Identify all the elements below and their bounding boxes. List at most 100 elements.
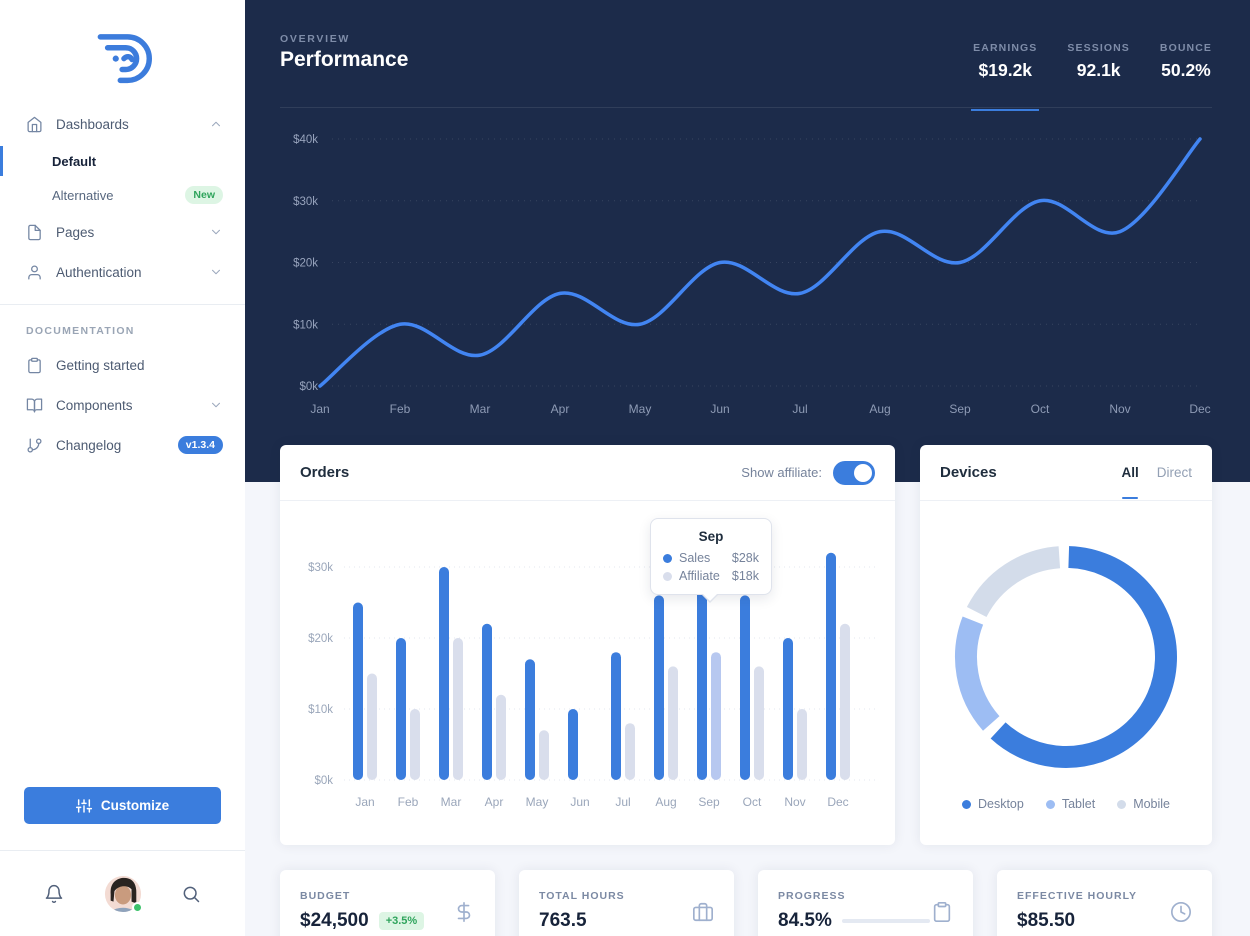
affiliate-bar (797, 709, 807, 780)
show-affiliate-control: Show affiliate: (741, 460, 875, 485)
sidebar-item-dashboards[interactable]: Dashboards (0, 104, 245, 144)
logo-icon (97, 34, 152, 84)
svg-text:Sep: Sep (949, 402, 971, 416)
overview-panel: OVERVIEW Performance EARNINGS $19.2k SES… (245, 0, 1250, 482)
customize-button[interactable]: Customize (24, 787, 221, 824)
svg-text:Jan: Jan (310, 402, 329, 416)
toggle-label: Show affiliate: (741, 465, 822, 480)
growth-badge: +3.5% (378, 912, 425, 930)
sidebar-item-pages[interactable]: Pages (0, 212, 245, 252)
sidebar-item-label: Default (52, 153, 97, 169)
new-badge: New (185, 186, 223, 204)
sidebar-item-getting-started[interactable]: Getting started (0, 345, 245, 385)
mobile-dot-icon (1117, 799, 1127, 809)
sidebar-item-authentication[interactable]: Authentication (0, 252, 245, 292)
donut-slice-mobile (955, 546, 1177, 768)
effective-hourly-card: EFFECTIVE HOURLY $85.50 (997, 870, 1212, 936)
avatar-image (104, 875, 141, 912)
stat-label: EARNINGS (973, 42, 1038, 54)
stat-earnings[interactable]: EARNINGS $19.2k (971, 42, 1040, 111)
sidebar-item-changelog[interactable]: Changelog v1.3.4 (0, 425, 245, 465)
bell-icon[interactable] (44, 884, 64, 904)
sliders-icon (75, 798, 92, 814)
mini-card-value: 763.5 (539, 910, 587, 931)
stat-label: SESSIONS (1067, 42, 1130, 54)
tooltip-series-value: $28k (731, 551, 759, 565)
sidebar-footer (0, 850, 245, 936)
sidebar-item-alternative[interactable]: Alternative New (0, 178, 245, 212)
svg-text:Oct: Oct (743, 795, 762, 809)
file-icon (26, 224, 43, 241)
stat-bounce[interactable]: BOUNCE 50.2% (1160, 42, 1212, 81)
git-branch-icon (26, 437, 43, 454)
sales-bar (697, 581, 707, 780)
earnings-line-series (318, 137, 1202, 388)
svg-text:Aug: Aug (655, 795, 676, 809)
orders-bar-chart[interactable]: $0k $10k $20k $30k Jan Feb Mar Apr May Jun Jul Aug S… (280, 501, 895, 845)
show-affiliate-toggle[interactable] (833, 460, 875, 485)
total-hours-card: TOTAL HOURS 763.5 (519, 870, 734, 936)
customize-label: Customize (100, 798, 170, 813)
overview-header: OVERVIEW Performance EARNINGS $19.2k SES… (280, 0, 1212, 111)
sales-bar (783, 638, 793, 780)
dollar-sign-icon (453, 901, 475, 923)
sidebar-divider (0, 304, 245, 305)
affiliate-bar (496, 694, 506, 780)
app-logo[interactable] (0, 0, 245, 104)
svg-text:Sep: Sep (698, 795, 720, 809)
orders-card: Orders Show affiliate: $0k $10k $20k $30k Ja… (280, 445, 895, 845)
affiliate-bar (840, 623, 850, 780)
affiliate-bar (453, 638, 463, 780)
svg-text:Jul: Jul (792, 402, 807, 416)
sales-bar (654, 595, 664, 780)
sidebar-item-label: Dashboards (56, 116, 129, 132)
tab-all[interactable]: All (1121, 465, 1139, 499)
sidebar-item-label: Getting started (56, 357, 145, 373)
devices-donut-chart[interactable] (944, 535, 1188, 779)
sidebar-item-label: Alternative (52, 187, 114, 203)
sidebar-item-label: Changelog (56, 437, 122, 453)
main-content: OVERVIEW Performance EARNINGS $19.2k SES… (245, 0, 1250, 936)
legend-item-mobile: Mobile (1117, 797, 1170, 811)
chart-tooltip: Sep Sales $28k Affiliate $18k (650, 518, 772, 603)
version-badge: v1.3.4 (177, 436, 223, 454)
svg-text:May: May (526, 795, 549, 809)
svg-text:Nov: Nov (1109, 402, 1130, 416)
tooltip-series-label: Affiliate (679, 569, 720, 583)
sidebar-item-default[interactable]: Default (0, 144, 245, 178)
svg-text:Apr: Apr (551, 402, 570, 416)
budget-card: BUDGET $24,500 +3.5% (280, 870, 495, 936)
sidebar-item-label: Authentication (56, 264, 142, 280)
orders-card-header: Orders Show affiliate: (280, 445, 895, 501)
online-status-dot (131, 901, 143, 913)
progress-bar (841, 919, 930, 923)
search-icon[interactable] (181, 884, 201, 904)
tooltip-row-sales: Sales $28k (663, 551, 759, 565)
svg-text:$20k: $20k (308, 633, 333, 645)
eyebrow-label: OVERVIEW (280, 33, 351, 45)
stats-row: BUDGET $24,500 +3.5% TOTAL HOURS 763.5 P… (280, 870, 1212, 936)
sidebar-item-components[interactable]: Components (0, 385, 245, 425)
sales-bar (353, 602, 363, 780)
svg-text:Mar: Mar (441, 795, 462, 809)
overview-line-chart[interactable]: $0k $10k $20k $30k $40k Jan Feb Mar Apr May Jun Jul… (280, 112, 1214, 432)
svg-text:$20k: $20k (293, 258, 318, 270)
svg-text:$0k: $0k (299, 381, 318, 393)
tab-direct[interactable]: Direct (1156, 465, 1192, 480)
page-title: Performance (280, 48, 409, 71)
avatar[interactable] (104, 875, 143, 913)
stat-sessions[interactable]: SESSIONS 92.1k (1067, 42, 1129, 81)
progress-card: PROGRESS 84.5% (758, 870, 973, 936)
svg-text:$40k: $40k (293, 134, 318, 146)
sales-bar (525, 659, 535, 780)
sales-bar (439, 567, 449, 780)
donut-slice-tablet (955, 546, 1177, 769)
svg-text:Jun: Jun (570, 795, 589, 809)
clipboard-icon (26, 357, 43, 374)
chevron-down-icon (209, 398, 223, 412)
sales-bar (740, 595, 750, 780)
mini-card-value: 84.5% (778, 910, 832, 931)
svg-text:Nov: Nov (784, 795, 805, 809)
svg-text:Feb: Feb (398, 795, 419, 809)
sales-bar (826, 552, 836, 780)
